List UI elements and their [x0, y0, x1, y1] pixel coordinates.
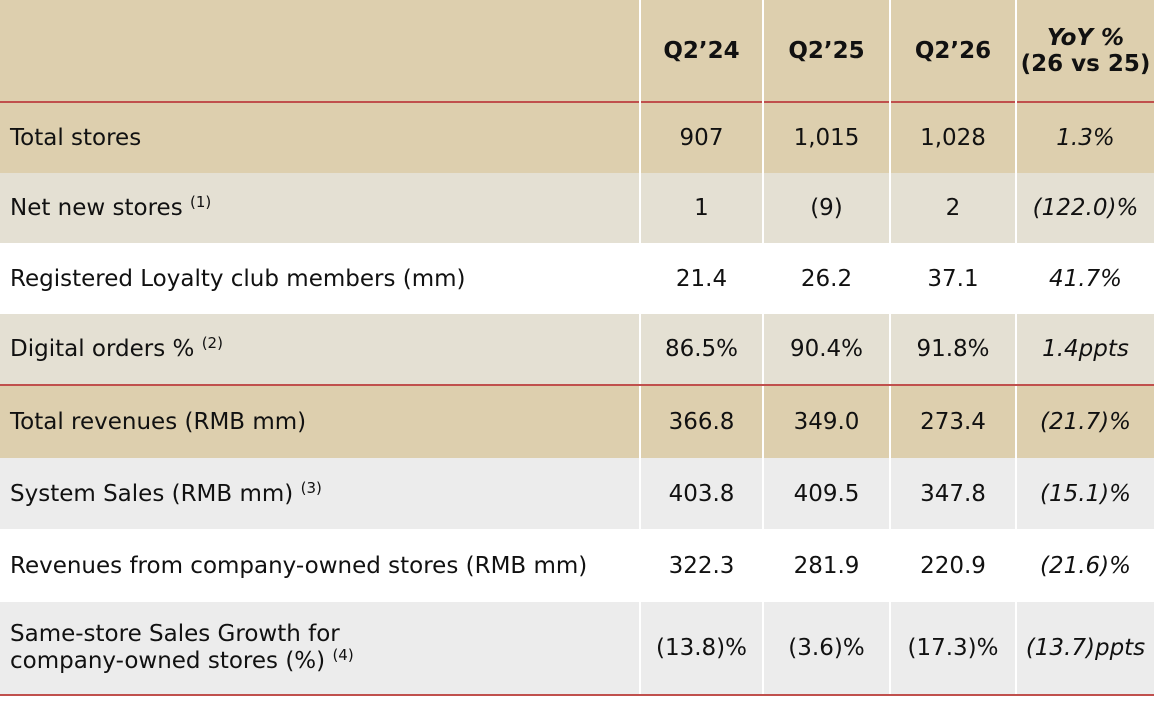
footnote-marker: (2)	[201, 334, 223, 352]
cell-q2-26: 347.8	[889, 458, 1016, 529]
cell-q2-24: 403.8	[639, 458, 763, 529]
footnote-marker: (4)	[332, 646, 354, 664]
cell-q2-24: 366.8	[639, 385, 763, 458]
cell-q2-26: 273.4	[889, 385, 1016, 458]
cell-q2-25: 281.9	[762, 529, 890, 602]
table-row: Revenues from company-owned stores (RMB …	[0, 529, 1154, 602]
cell-q2-24: 1	[639, 173, 763, 243]
row-label-text: Total stores	[10, 125, 142, 151]
cell-q2-25: 90.4%	[762, 314, 890, 386]
cell-q2-24: 21.4	[639, 243, 763, 314]
header-yoy-line1: YoY %	[1046, 24, 1125, 51]
cell-q2-25: 26.2	[762, 243, 890, 314]
row-label-text: Registered Loyalty club members (mm)	[10, 265, 466, 292]
cell-q2-25: (3.6)%	[762, 602, 890, 696]
table-row: Registered Loyalty club members (mm) 21.…	[0, 243, 1154, 314]
header-yoy-line2: (26 vs 25)	[1020, 50, 1151, 77]
row-label-text: Digital orders %	[10, 336, 195, 362]
cell-yoy: 41.7%	[1015, 243, 1154, 314]
table-row: Same-store Sales Growth for company-owned…	[0, 602, 1154, 696]
table-row: Digital orders % (2) 86.5% 90.4% 91.8% 1…	[0, 314, 1154, 386]
cell-q2-26: 91.8%	[889, 314, 1016, 386]
header-period-q2-26: Q2’26	[889, 0, 1016, 102]
cell-q2-24: 322.3	[639, 529, 763, 602]
cell-q2-24: (13.8)%	[639, 602, 763, 696]
row-label: Total revenues (RMB mm)	[0, 385, 640, 458]
cell-q2-24: 86.5%	[639, 314, 763, 386]
row-label-text: Net new stores	[10, 195, 183, 221]
row-label: Net new stores (1)	[0, 173, 640, 243]
cell-q2-26: 2	[889, 173, 1016, 243]
cell-yoy: (21.7)%	[1015, 385, 1154, 458]
cell-yoy: (122.0)%	[1015, 173, 1154, 243]
cell-q2-25: (9)	[762, 173, 890, 243]
cell-q2-24: 907	[639, 102, 763, 173]
cell-yoy: 1.3%	[1015, 102, 1154, 173]
table-row: Net new stores (1) 1 (9) 2 (122.0)%	[0, 173, 1154, 243]
header-label-cell	[0, 0, 640, 102]
cell-q2-25: 409.5	[762, 458, 890, 529]
footnote-marker: (3)	[300, 478, 322, 497]
row-label-text: System Sales (RMB mm)	[10, 480, 294, 507]
cell-q2-25: 1,015	[762, 102, 890, 173]
row-label-text: Revenues from company-owned stores (RMB …	[10, 552, 588, 579]
header-row: Q2’24 Q2’25 Q2’26 YoY % (26 vs 25)	[0, 0, 1154, 102]
table-row: Total revenues (RMB mm) 366.8 349.0 273.…	[0, 385, 1154, 458]
cell-q2-26: (17.3)%	[889, 602, 1016, 696]
row-label-line2: company-owned stores (%)	[10, 648, 326, 674]
cell-yoy: (21.6)%	[1015, 529, 1154, 602]
row-label: System Sales (RMB mm) (3)	[0, 458, 640, 529]
cell-q2-26: 1,028	[889, 102, 1016, 173]
cell-yoy: (13.7)ppts	[1015, 602, 1154, 696]
cell-q2-26: 37.1	[889, 243, 1016, 314]
row-label: Same-store Sales Growth for company-owned…	[0, 602, 640, 696]
row-label: Total stores	[0, 102, 640, 173]
table-row: Total stores 907 1,015 1,028 1.3%	[0, 102, 1154, 173]
row-label: Digital orders % (2)	[0, 314, 640, 386]
header-period-q2-25: Q2’25	[762, 0, 890, 102]
row-label-line1: Same-store Sales Growth for	[10, 621, 340, 647]
row-label-text: Total revenues (RMB mm)	[10, 409, 307, 435]
cell-q2-25: 349.0	[762, 385, 890, 458]
row-label: Registered Loyalty club members (mm)	[0, 243, 640, 314]
cell-yoy: 1.4ppts	[1015, 314, 1154, 386]
footnote-marker: (1)	[190, 193, 212, 211]
row-label: Revenues from company-owned stores (RMB …	[0, 529, 640, 602]
header-yoy: YoY % (26 vs 25)	[1015, 0, 1154, 102]
table-row: System Sales (RMB mm) (3) 403.8 409.5 34…	[0, 458, 1154, 529]
header-period-q2-24: Q2’24	[639, 0, 763, 102]
cell-q2-26: 220.9	[889, 529, 1016, 602]
cell-yoy: (15.1)%	[1015, 458, 1154, 529]
